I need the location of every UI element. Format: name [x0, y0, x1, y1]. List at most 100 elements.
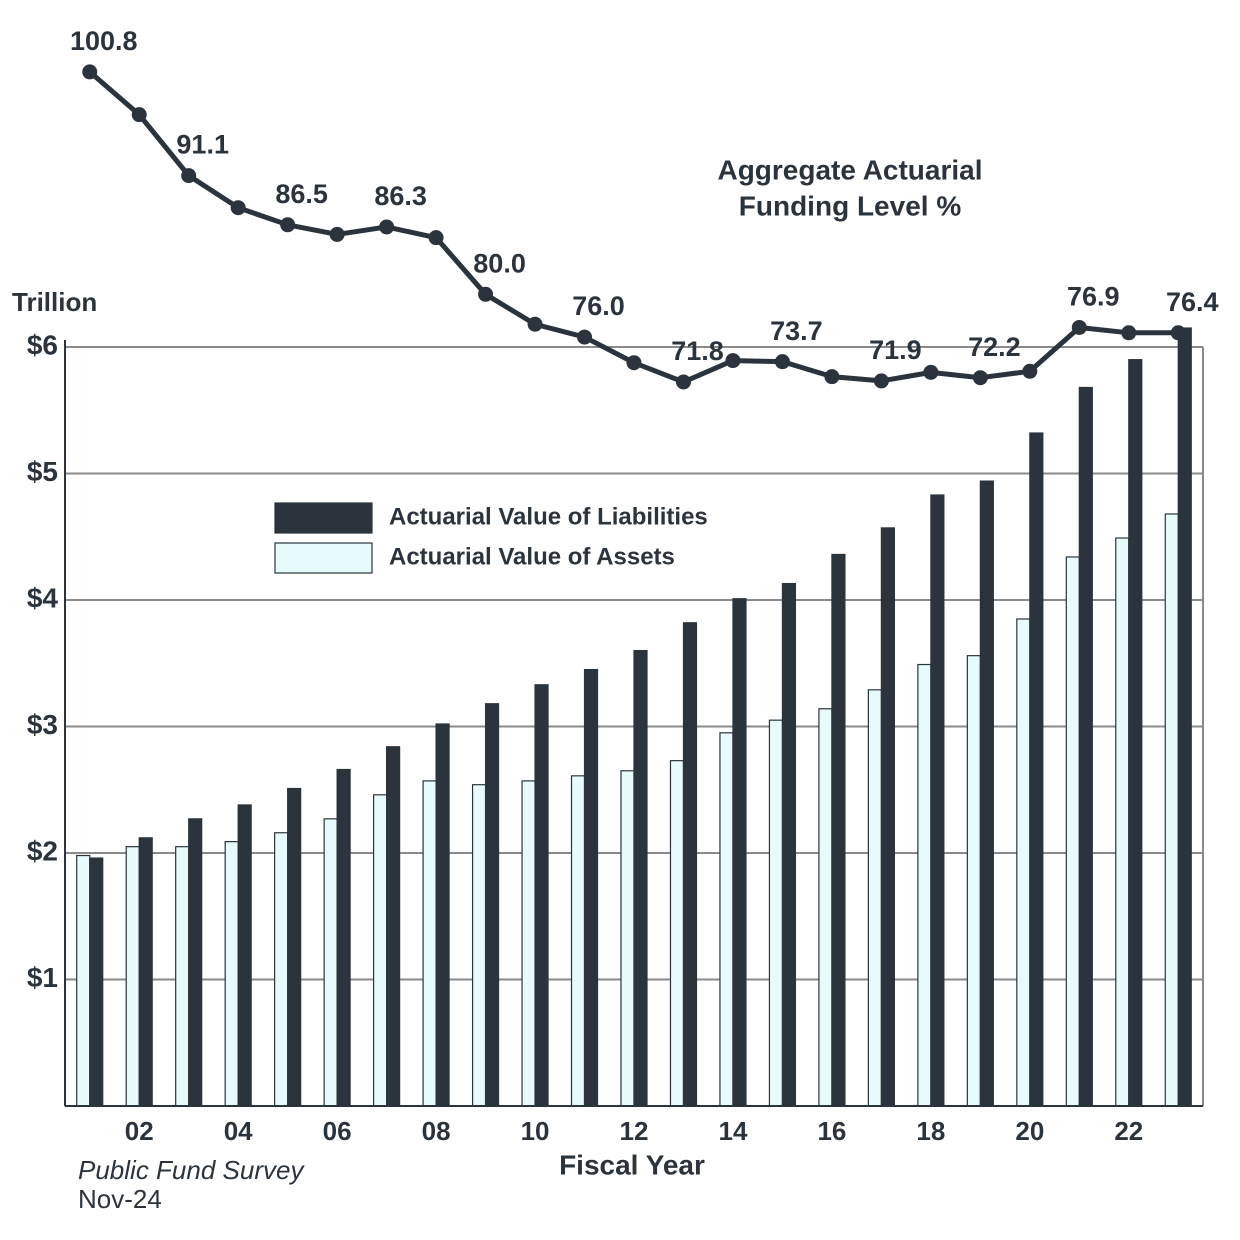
data-label: 71.8 — [671, 336, 724, 366]
data-label: 100.8 — [70, 26, 138, 56]
bar — [633, 649, 648, 1107]
line-point — [230, 200, 246, 216]
line-point — [675, 374, 691, 390]
bar — [1115, 537, 1130, 1107]
x-tick-label: 14 — [718, 1116, 747, 1146]
bar — [831, 553, 846, 1107]
y-tick-label: $6 — [27, 329, 58, 360]
bar — [1016, 618, 1031, 1107]
y-axis-label: Trillion — [12, 287, 97, 317]
y-tick-label: $5 — [27, 456, 58, 487]
bar — [224, 841, 239, 1107]
line-point — [873, 373, 889, 389]
line-point — [478, 286, 494, 302]
bar — [682, 622, 698, 1107]
bar — [917, 663, 932, 1107]
line-point — [428, 230, 444, 246]
bar — [1029, 432, 1044, 1107]
line-point — [1170, 325, 1186, 341]
y-tick-label: $4 — [27, 582, 59, 613]
bar — [175, 846, 190, 1107]
line-point — [923, 364, 939, 380]
data-label: 86.5 — [275, 179, 328, 209]
bar — [422, 780, 437, 1107]
bar — [583, 668, 599, 1107]
x-tick-label: 10 — [521, 1116, 550, 1146]
bar — [534, 684, 549, 1107]
line-point — [774, 354, 790, 370]
y-tick-label: $1 — [27, 962, 58, 993]
bar — [732, 598, 747, 1107]
data-label: 80.0 — [473, 248, 526, 278]
bar — [719, 732, 734, 1107]
x-tick-label: 12 — [620, 1116, 649, 1146]
x-tick-label: 22 — [1114, 1116, 1143, 1146]
bar — [867, 689, 882, 1107]
bar — [1078, 386, 1093, 1107]
line-point — [824, 369, 840, 385]
bar — [471, 784, 487, 1107]
data-label: 76.9 — [1067, 282, 1120, 312]
bar — [768, 719, 784, 1107]
bar — [287, 787, 302, 1107]
bar — [979, 480, 994, 1107]
bar — [125, 846, 140, 1107]
x-tick-label: 06 — [323, 1116, 352, 1146]
data-label: 91.1 — [176, 130, 229, 160]
y-tick-label: $2 — [27, 835, 58, 866]
line-point — [1121, 325, 1137, 341]
bar — [1177, 327, 1192, 1107]
bar — [188, 818, 203, 1107]
bar — [781, 582, 797, 1107]
bar — [484, 703, 500, 1107]
legend-label: Actuarial Value of Liabilities — [389, 503, 708, 530]
bar — [1128, 359, 1143, 1107]
bar — [966, 655, 981, 1107]
bar — [138, 837, 153, 1107]
line-point — [1071, 319, 1087, 335]
bar — [1065, 556, 1080, 1107]
bar — [521, 780, 536, 1107]
line-point — [131, 107, 147, 123]
bar — [323, 818, 338, 1107]
bar — [570, 775, 586, 1107]
chart-title: Funding Level % — [739, 190, 962, 221]
bar — [435, 723, 450, 1107]
source: Public Fund Survey — [78, 1155, 305, 1185]
legend-label: Actuarial Value of Assets — [389, 543, 675, 570]
legend-swatch — [274, 502, 373, 534]
x-axis-label: Fiscal Year — [559, 1149, 705, 1180]
line-point — [82, 64, 98, 80]
bar — [818, 708, 833, 1107]
x-tick-label: 20 — [1015, 1116, 1044, 1146]
line-point — [972, 370, 988, 386]
bar — [880, 527, 895, 1107]
bar — [89, 857, 104, 1107]
line-point — [181, 168, 197, 184]
x-tick-label: 04 — [224, 1116, 253, 1146]
bar — [274, 832, 289, 1107]
source-date: Nov-24 — [78, 1184, 162, 1214]
chart-title: Aggregate Actuarial — [717, 154, 982, 185]
x-tick-label: 08 — [422, 1116, 451, 1146]
line-point — [280, 217, 296, 233]
x-tick-label: 02 — [125, 1116, 154, 1146]
line-point — [626, 355, 642, 371]
line-point — [527, 316, 543, 332]
line-point — [725, 353, 741, 369]
line-point — [329, 226, 345, 242]
bar — [1164, 513, 1179, 1107]
data-label: 71.9 — [869, 335, 922, 365]
data-label: 86.3 — [374, 181, 427, 211]
data-label: 72.2 — [968, 332, 1021, 362]
bar — [237, 804, 252, 1107]
line-point — [1022, 363, 1038, 379]
line-point — [379, 219, 395, 235]
bar — [386, 746, 401, 1107]
y-tick-label: $3 — [27, 709, 58, 740]
bar — [336, 768, 351, 1107]
x-tick-label: 16 — [817, 1116, 846, 1146]
legend-swatch — [274, 542, 373, 574]
bar — [930, 494, 945, 1107]
